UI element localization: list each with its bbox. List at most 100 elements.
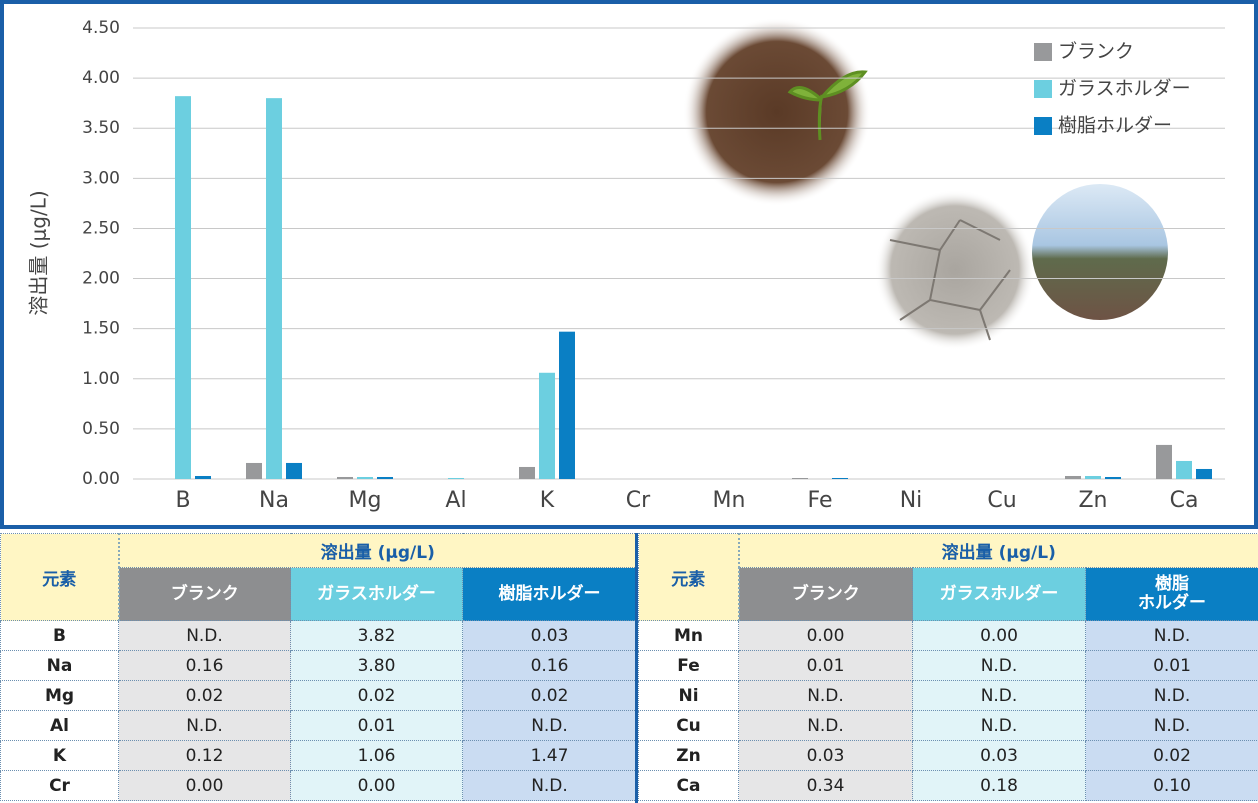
x-tick-label: Al (445, 488, 466, 513)
element-header: 元素 (1, 534, 119, 621)
bar (266, 98, 282, 479)
element-cell: Fe (639, 651, 739, 681)
column-header: ガラスホルダー (291, 568, 463, 621)
element-cell: Cr (1, 771, 119, 801)
column-header: ブランク (119, 568, 291, 621)
value-cell: 0.03 (913, 741, 1086, 771)
bar (792, 478, 808, 479)
y-tick-label: 4.50 (82, 18, 120, 38)
value-cell: 0.02 (291, 681, 463, 711)
legend-label: ブランク (1058, 40, 1134, 63)
value-cell: 1.47 (463, 741, 637, 771)
bar (832, 478, 848, 479)
bar (1085, 476, 1101, 479)
column-header: ブランク (739, 568, 913, 621)
legend-label: 樹脂ホルダー (1058, 115, 1172, 137)
header-row: 元素溶出量 (μg/L) (1, 534, 637, 568)
bar (175, 96, 191, 479)
value-cell: 0.12 (119, 741, 291, 771)
value-cell: N.D. (119, 711, 291, 741)
legend-swatch (1034, 80, 1052, 98)
y-tick-label: 2.50 (82, 218, 120, 238)
y-tick-label: 3.50 (82, 118, 120, 138)
legend-swatch (1034, 117, 1052, 135)
table-row: BN.D.3.820.03 (1, 621, 637, 651)
y-tick-label: 1.50 (82, 319, 120, 339)
element-cell: Zn (639, 741, 739, 771)
bar (1196, 469, 1212, 479)
bar (357, 477, 373, 479)
page: 溶出量 (μg/L) 0.000.501.001.502.002.503.003… (0, 0, 1258, 803)
bar (1156, 445, 1172, 479)
value-cell: N.D. (1086, 681, 1258, 711)
bar (1065, 476, 1081, 479)
value-cell: 0.02 (119, 681, 291, 711)
bar (559, 332, 575, 479)
value-cell: 0.02 (1086, 741, 1258, 771)
value-cell: 0.00 (913, 621, 1086, 651)
value-cell: 0.16 (463, 651, 637, 681)
bar (1176, 461, 1192, 479)
x-tick-label: Zn (1078, 488, 1107, 513)
bar (1105, 477, 1121, 479)
x-tick-label: Fe (808, 488, 833, 513)
x-tick-label: Cr (626, 488, 651, 513)
y-tick-label: 3.00 (82, 168, 120, 188)
y-tick-label: 0.50 (82, 419, 120, 439)
value-cell: 0.00 (291, 771, 463, 801)
value-cell: 0.10 (1086, 771, 1258, 801)
y-axis-label: 溶出量 (μg/L) (27, 190, 51, 315)
element-cell: Ca (639, 771, 739, 801)
bar (246, 463, 262, 479)
column-header: ガラスホルダー (913, 568, 1086, 621)
x-tick-label: B (175, 488, 190, 513)
bar (519, 467, 535, 479)
value-cell: 0.34 (739, 771, 913, 801)
group-header: 溶出量 (μg/L) (119, 534, 637, 568)
cracked-earth-photo (875, 190, 1035, 350)
bar (539, 373, 555, 479)
element-cell: B (1, 621, 119, 651)
value-cell: N.D. (913, 651, 1086, 681)
y-tick-label: 0.00 (82, 469, 120, 489)
table-row: Mn0.000.00N.D. (639, 621, 1258, 651)
x-tick-label: Na (259, 488, 289, 513)
x-tick-label: Mn (713, 488, 746, 513)
element-cell: Mg (1, 681, 119, 711)
bar (377, 477, 393, 479)
x-tick-label: K (540, 488, 555, 513)
element-cell: Cu (639, 711, 739, 741)
x-tick-label: Ca (1170, 488, 1199, 513)
element-cell: Na (1, 651, 119, 681)
value-cell: 0.03 (739, 741, 913, 771)
value-cell: N.D. (463, 711, 637, 741)
value-cell: N.D. (1086, 711, 1258, 741)
column-header: 樹脂ホルダー (463, 568, 637, 621)
value-cell: 3.82 (291, 621, 463, 651)
value-cell: N.D. (739, 711, 913, 741)
table-row: NiN.D.N.D.N.D. (639, 681, 1258, 711)
value-cell: 0.01 (291, 711, 463, 741)
value-cell: N.D. (739, 681, 913, 711)
bar (448, 478, 464, 479)
column-header: 樹脂 ホルダー (1086, 568, 1258, 621)
field-photo (1032, 184, 1168, 320)
value-cell: 1.06 (291, 741, 463, 771)
value-cell: N.D. (913, 681, 1086, 711)
value-cell: N.D. (463, 771, 637, 801)
value-cell: 0.02 (463, 681, 637, 711)
value-cell: 0.01 (1086, 651, 1258, 681)
bar (337, 477, 353, 479)
y-tick-label: 4.00 (82, 68, 120, 88)
x-tick-label: Ni (900, 488, 923, 513)
y-tick-label: 2.00 (82, 269, 120, 289)
value-cell: 0.00 (119, 771, 291, 801)
